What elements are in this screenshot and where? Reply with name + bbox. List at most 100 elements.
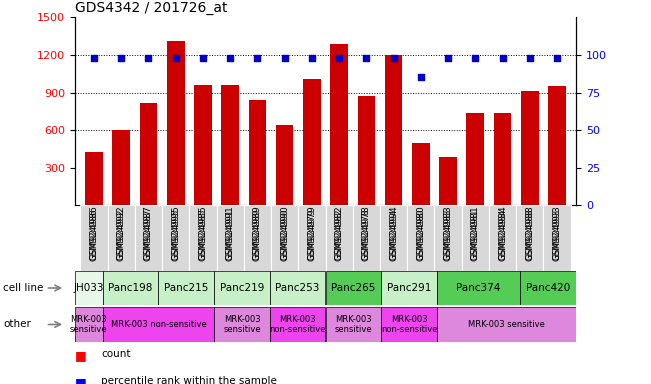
- Bar: [113, 130, 130, 205]
- Text: GSM924981: GSM924981: [471, 209, 480, 261]
- Bar: [276, 125, 294, 205]
- Point: [143, 55, 154, 61]
- Bar: [158, 271, 214, 305]
- Bar: [189, 205, 217, 271]
- Text: GSM924987: GSM924987: [144, 209, 153, 261]
- Text: GSM924983: GSM924983: [443, 205, 452, 260]
- Text: GSM924984: GSM924984: [498, 209, 507, 261]
- Bar: [270, 307, 326, 342]
- Bar: [516, 205, 544, 271]
- Bar: [214, 271, 270, 305]
- Point: [225, 55, 236, 61]
- Point: [89, 55, 99, 61]
- Bar: [167, 41, 184, 205]
- Text: MRK-003
non-sensitive: MRK-003 non-sensitive: [381, 315, 437, 334]
- Bar: [103, 271, 158, 305]
- Text: Panc265: Panc265: [331, 283, 376, 293]
- Bar: [221, 85, 239, 205]
- Text: other: other: [3, 319, 31, 329]
- Bar: [381, 271, 437, 305]
- Bar: [380, 205, 408, 271]
- Bar: [298, 205, 326, 271]
- Bar: [194, 85, 212, 205]
- Bar: [521, 91, 538, 205]
- Text: GSM924980: GSM924980: [417, 205, 425, 260]
- Bar: [467, 113, 484, 205]
- Point: [415, 74, 426, 81]
- Bar: [520, 271, 576, 305]
- Bar: [303, 79, 321, 205]
- Text: Panc374: Panc374: [456, 283, 501, 293]
- Bar: [489, 205, 516, 271]
- Text: GSM924983: GSM924983: [443, 209, 452, 261]
- Text: GSM924984: GSM924984: [498, 205, 507, 260]
- Text: Panc253: Panc253: [275, 283, 320, 293]
- Text: MRK-003
sensitive: MRK-003 sensitive: [223, 315, 261, 334]
- Bar: [75, 271, 103, 305]
- Bar: [544, 205, 571, 271]
- Bar: [243, 205, 271, 271]
- Text: ■: ■: [75, 349, 87, 362]
- Text: ■: ■: [75, 376, 87, 384]
- Text: GSM924995: GSM924995: [171, 205, 180, 260]
- Text: GSM924988: GSM924988: [525, 205, 534, 260]
- Text: GSM924994: GSM924994: [389, 209, 398, 261]
- Bar: [103, 307, 214, 342]
- Bar: [439, 157, 457, 205]
- Text: GSM924993: GSM924993: [553, 205, 562, 260]
- Text: GSM924985: GSM924985: [199, 205, 208, 260]
- Text: GSM924979: GSM924979: [307, 205, 316, 260]
- Bar: [330, 44, 348, 205]
- Bar: [437, 271, 520, 305]
- Text: GSM924995: GSM924995: [171, 209, 180, 261]
- Bar: [271, 205, 298, 271]
- Text: GSM924978: GSM924978: [362, 205, 371, 260]
- Text: GSM924986: GSM924986: [89, 205, 98, 260]
- Text: Panc291: Panc291: [387, 283, 431, 293]
- Text: MRK-003
sensitive: MRK-003 sensitive: [335, 315, 372, 334]
- Point: [198, 55, 208, 61]
- Text: GSM924992: GSM924992: [117, 209, 126, 261]
- Point: [443, 55, 453, 61]
- Bar: [107, 205, 135, 271]
- Text: JH033: JH033: [74, 283, 104, 293]
- Text: GSM924982: GSM924982: [335, 205, 344, 260]
- Bar: [381, 307, 437, 342]
- Text: MRK-003 non-sensitive: MRK-003 non-sensitive: [111, 320, 206, 329]
- Text: GSM924990: GSM924990: [280, 209, 289, 261]
- Text: Panc219: Panc219: [220, 283, 264, 293]
- Text: GSM924979: GSM924979: [307, 209, 316, 261]
- Text: GSM924980: GSM924980: [417, 209, 425, 261]
- Text: GSM924985: GSM924985: [199, 209, 208, 261]
- Text: GSM924978: GSM924978: [362, 209, 371, 261]
- Bar: [135, 205, 162, 271]
- Bar: [80, 205, 107, 271]
- Point: [171, 55, 181, 61]
- Text: GSM924989: GSM924989: [253, 209, 262, 261]
- Text: GSM924991: GSM924991: [226, 209, 234, 261]
- Point: [279, 55, 290, 61]
- Bar: [437, 307, 576, 342]
- Text: cell line: cell line: [3, 283, 44, 293]
- Text: GSM924986: GSM924986: [89, 209, 98, 261]
- Text: count: count: [101, 349, 130, 359]
- Text: GDS4342 / 201726_at: GDS4342 / 201726_at: [75, 1, 227, 15]
- Bar: [249, 100, 266, 205]
- Text: GSM924982: GSM924982: [335, 209, 344, 261]
- Bar: [214, 307, 270, 342]
- Text: GSM924991: GSM924991: [226, 205, 234, 260]
- Point: [470, 55, 480, 61]
- Bar: [162, 205, 189, 271]
- Bar: [326, 205, 353, 271]
- Point: [307, 55, 317, 61]
- Point: [116, 55, 126, 61]
- Text: Panc420: Panc420: [526, 283, 570, 293]
- Point: [361, 55, 372, 61]
- Point: [525, 55, 535, 61]
- Text: Panc198: Panc198: [108, 283, 153, 293]
- Text: GSM924988: GSM924988: [525, 209, 534, 261]
- Bar: [326, 307, 381, 342]
- Text: GSM924993: GSM924993: [553, 209, 562, 261]
- Bar: [493, 113, 512, 205]
- Text: GSM924994: GSM924994: [389, 205, 398, 260]
